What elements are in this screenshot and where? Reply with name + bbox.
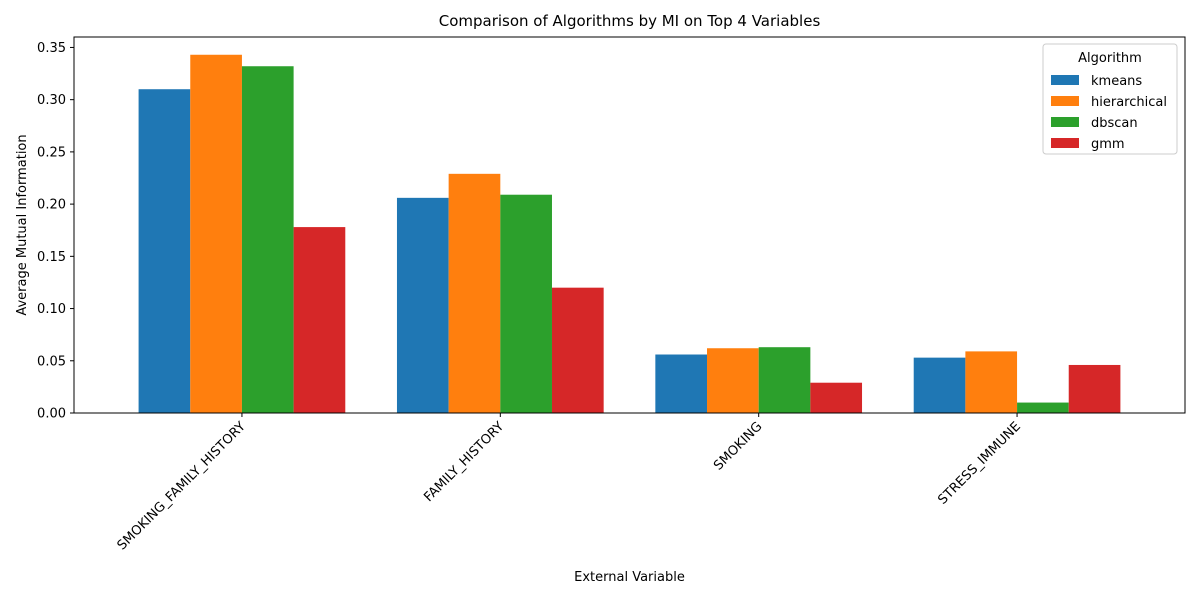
y-tick-label: 0.10 (37, 302, 66, 317)
legend-items: kmeans hierarchical dbscan gmm (1051, 74, 1167, 152)
chart-title: Comparison of Algorithms by MI on Top 4 … (439, 12, 821, 30)
y-tick-label: 0.05 (37, 354, 66, 369)
legend-label-gmm: gmm (1091, 137, 1125, 152)
x-axis: SMOKING_FAMILY_HISTORY FAMILY_HISTORY SMOK… (115, 413, 1024, 553)
legend-swatch-gmm (1051, 138, 1079, 148)
legend-swatch-hierarchical (1051, 96, 1079, 106)
legend-title: Algorithm (1078, 51, 1142, 66)
legend-swatch-kmeans (1051, 75, 1079, 85)
bar-dbscan-smoking (758, 347, 811, 413)
y-tick-label: 0.25 (37, 145, 66, 160)
x-tick-label: SMOKING_FAMILY_HISTORY (115, 419, 249, 553)
legend-swatch-dbscan (1051, 117, 1079, 127)
bars-group (138, 54, 1121, 414)
bar-kmeans-smoking-family-history (138, 89, 191, 413)
legend: Algorithm kmeans hierarchical dbscan gmm (1042, 43, 1178, 155)
y-axis: 0.00 0.05 0.10 0.15 0.20 0.25 0.30 0.35 (37, 41, 74, 422)
bar-hierarchical-family-history (448, 173, 501, 413)
y-tick-label: 0.20 (37, 198, 66, 213)
bar-gmm-family-history (551, 287, 604, 413)
x-tick-label: FAMILY_HISTORY (421, 419, 507, 505)
bar-kmeans-stress-immune (913, 357, 966, 413)
legend-label-hierarchical: hierarchical (1091, 95, 1167, 110)
y-tick-label: 0.15 (37, 250, 66, 265)
x-tick-label: SMOKING (711, 419, 765, 473)
bar-dbscan-stress-immune (1017, 402, 1069, 413)
legend-label-kmeans: kmeans (1091, 74, 1142, 89)
y-tick-label: 0.30 (37, 93, 66, 108)
bar-gmm-smoking (810, 382, 863, 413)
bar-hierarchical-stress-immune (965, 351, 1018, 413)
bar-hierarchical-smoking-family-history (190, 54, 242, 413)
x-axis-label: External Variable (574, 570, 685, 585)
y-tick-label: 0.35 (37, 41, 66, 56)
bar-kmeans-smoking (655, 354, 708, 413)
bar-dbscan-smoking-family-history (241, 66, 294, 414)
y-axis-label: Average Mutual Information (15, 134, 30, 315)
legend-label-dbscan: dbscan (1091, 116, 1138, 131)
bar-gmm-smoking-family-history (293, 227, 346, 413)
plot-frame (73, 36, 1186, 414)
bar-gmm-stress-immune (1068, 364, 1121, 413)
y-tick-label: 0.00 (37, 407, 66, 422)
x-tick-label: STRESS_IMMUNE (935, 419, 1024, 508)
bar-hierarchical-smoking (707, 348, 759, 413)
bar-kmeans-family-history (396, 197, 449, 413)
bar-dbscan-family-history (500, 194, 552, 413)
